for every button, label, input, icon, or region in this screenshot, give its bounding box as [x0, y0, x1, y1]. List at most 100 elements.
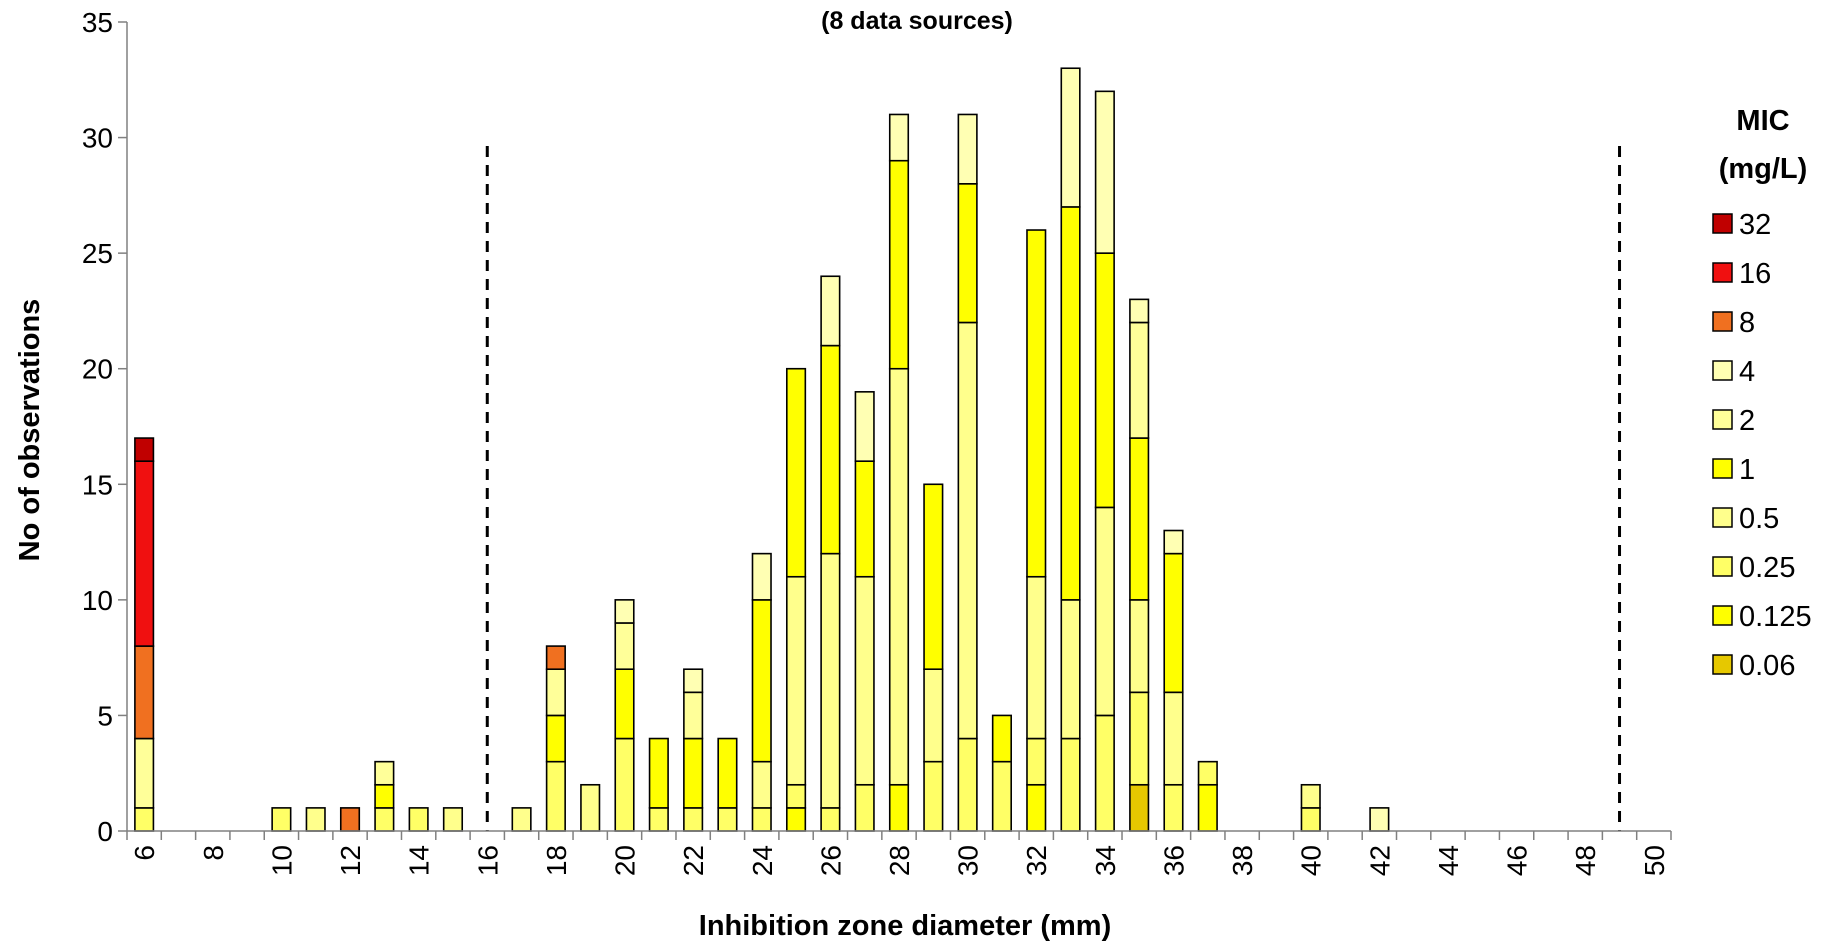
bar-segment-series-4-x-33: [1060, 206, 1081, 601]
bar-segment-series-3-x-29: [923, 668, 944, 763]
legend: MIC (mg/L) 32 16 8 4 2 1 0.5 0.25 0.125 0.06: [1712, 105, 1812, 682]
x-tick-label-34: 34: [1090, 845, 1121, 876]
bar-segment-series-3-x-30: [957, 321, 978, 740]
bar-segment-series-4-x-26: [820, 344, 841, 555]
legend-label-16: 16: [1739, 258, 1771, 290]
bar-segment-series-4-x-36: [1163, 552, 1184, 694]
bar-segment-series-4-x-22: [683, 737, 704, 809]
bar-segment-series-6-x-22: [683, 668, 704, 694]
legend-swatch-0.125: [1712, 605, 1733, 626]
bar-segment-series-3-x-32: [1026, 575, 1047, 740]
bar-segment-series-5-x-35: [1129, 321, 1150, 439]
legend-label-4: 4: [1739, 356, 1755, 388]
bar-segment-series-3-x-27: [854, 575, 875, 786]
y-tick-label-10: 10: [82, 585, 113, 616]
y-tick-label-0: 0: [97, 816, 113, 847]
x-tick-label-22: 22: [678, 845, 709, 876]
bar-segment-series-5-x-18: [545, 668, 566, 717]
x-tick-label-50: 50: [1639, 845, 1670, 876]
bar-segment-series-2-x-21: [648, 807, 669, 832]
x-tick-label-28: 28: [884, 845, 915, 876]
bar-segment-series-3-x-11: [305, 807, 326, 832]
bar-segment-series-7-x-12: [339, 807, 361, 832]
legend-swatch-8: [1712, 311, 1733, 332]
x-axis-ticks: 6 8 10 12 14 16 18 20 22 24 26 28 30 32 34 36 38 40 42 44 46…: [126, 831, 1672, 876]
legend-swatch-0.06: [1712, 654, 1733, 675]
bar-segment-series-5-x-22: [683, 691, 704, 740]
bar-segment-series-1-x-37: [1197, 783, 1218, 832]
y-tick-label-30: 30: [82, 123, 113, 154]
x-tick-label-40: 40: [1296, 845, 1327, 876]
bar-segment-series-2-x-35: [1129, 691, 1150, 786]
chart-title: (8 data sources): [821, 7, 1013, 35]
legend-label-2: 2: [1739, 405, 1755, 437]
x-tick-label-38: 38: [1227, 845, 1258, 876]
bar-segment-series-2-x-14: [408, 807, 429, 832]
x-tick-label-24: 24: [747, 845, 778, 876]
x-tick-label-12: 12: [335, 845, 366, 876]
bar-segment-series-2-x-37: [1197, 760, 1218, 786]
bar-segment-series-2-x-27: [854, 783, 875, 832]
bars-layer: [134, 67, 1390, 832]
bar-segment-series-7-x-18: [545, 645, 566, 671]
legend-swatch-4: [1712, 360, 1733, 381]
bar-segment-series-4-x-31: [991, 714, 1012, 763]
bar-segment-series-6-x-26: [820, 275, 841, 347]
x-tick-label-16: 16: [472, 845, 503, 876]
bar-segment-series-6-x-36: [1163, 529, 1184, 555]
bar-segment-series-3-x-35: [1129, 599, 1150, 694]
legend-label-1: 1: [1739, 454, 1755, 486]
bar-segment-series-3-x-26: [820, 552, 841, 809]
y-tick-label-20: 20: [82, 354, 113, 385]
bar-segment-series-3-x-36: [1163, 691, 1184, 786]
bar-segment-series-2-x-25: [785, 783, 807, 809]
legend-swatch-16: [1712, 262, 1733, 283]
legend-swatch-1: [1712, 458, 1733, 479]
x-axis-title: Inhibition zone diameter (mm): [699, 910, 1111, 942]
x-tick-label-18: 18: [541, 845, 572, 876]
x-tick-label-46: 46: [1502, 845, 1533, 876]
bar-segment-series-1-x-32: [1026, 783, 1047, 832]
bar-segment-series-2-x-6: [134, 807, 155, 832]
bar-segment-series-7-x-6: [134, 645, 155, 740]
bar-segment-series-3-x-33: [1060, 599, 1081, 740]
bar-segment-series-1-x-28: [888, 783, 910, 832]
bar-segment-series-2-x-10: [271, 807, 292, 832]
bar-segment-series-2-x-31: [991, 760, 1012, 832]
legend-label-8: 8: [1739, 307, 1755, 339]
bar-segment-series-2-x-18: [545, 760, 566, 832]
bar-segment-series-4-x-21: [648, 737, 669, 809]
bar-segment-series-5-x-13: [374, 760, 395, 786]
legend-title-line-1: MIC: [1736, 105, 1789, 137]
legend-label-0.125: 0.125: [1739, 601, 1812, 633]
legend-label-0.06: 0.06: [1739, 650, 1795, 682]
bar-segment-series-6-x-34: [1094, 90, 1115, 254]
x-tick-label-32: 32: [1021, 845, 1052, 876]
bar-segment-series-3-x-25: [785, 575, 807, 786]
bar-segment-series-4-x-32: [1026, 229, 1047, 578]
y-tick-label-15: 15: [82, 469, 113, 500]
bar-segment-series-9-x-6: [134, 437, 155, 462]
bar-segment-series-4-x-30: [957, 183, 978, 324]
bar-segment-series-2-x-32: [1026, 737, 1047, 786]
bar-segment-series-4-x-25: [785, 367, 807, 578]
x-tick-label-8: 8: [198, 845, 229, 861]
legend-title-line-2: (mg/L): [1719, 153, 1808, 185]
legend-label-0.5: 0.5: [1739, 503, 1779, 535]
x-tick-label-48: 48: [1570, 845, 1601, 876]
bar-segment-series-2-x-24: [751, 807, 772, 832]
bar-segment-series-4-x-18: [545, 714, 566, 763]
legend-swatch-32: [1712, 213, 1733, 234]
bar-segment-series-3-x-19: [580, 783, 601, 832]
bar-segment-series-5-x-20: [614, 622, 635, 670]
bar-segment-series-4-x-13: [374, 783, 395, 809]
reference-lines: [485, 146, 1622, 831]
bar-segment-series-3-x-15: [442, 807, 464, 832]
bar-segment-series-4-x-27: [854, 460, 875, 578]
y-axis-ticks: 0 5 10 15 20 25 30 35: [82, 7, 127, 847]
x-tick-label-10: 10: [266, 845, 297, 876]
x-tick-label-42: 42: [1364, 845, 1395, 876]
legend-label-0.25: 0.25: [1739, 552, 1795, 584]
x-tick-label-6: 6: [129, 845, 160, 861]
legend-label-32: 32: [1739, 209, 1771, 241]
